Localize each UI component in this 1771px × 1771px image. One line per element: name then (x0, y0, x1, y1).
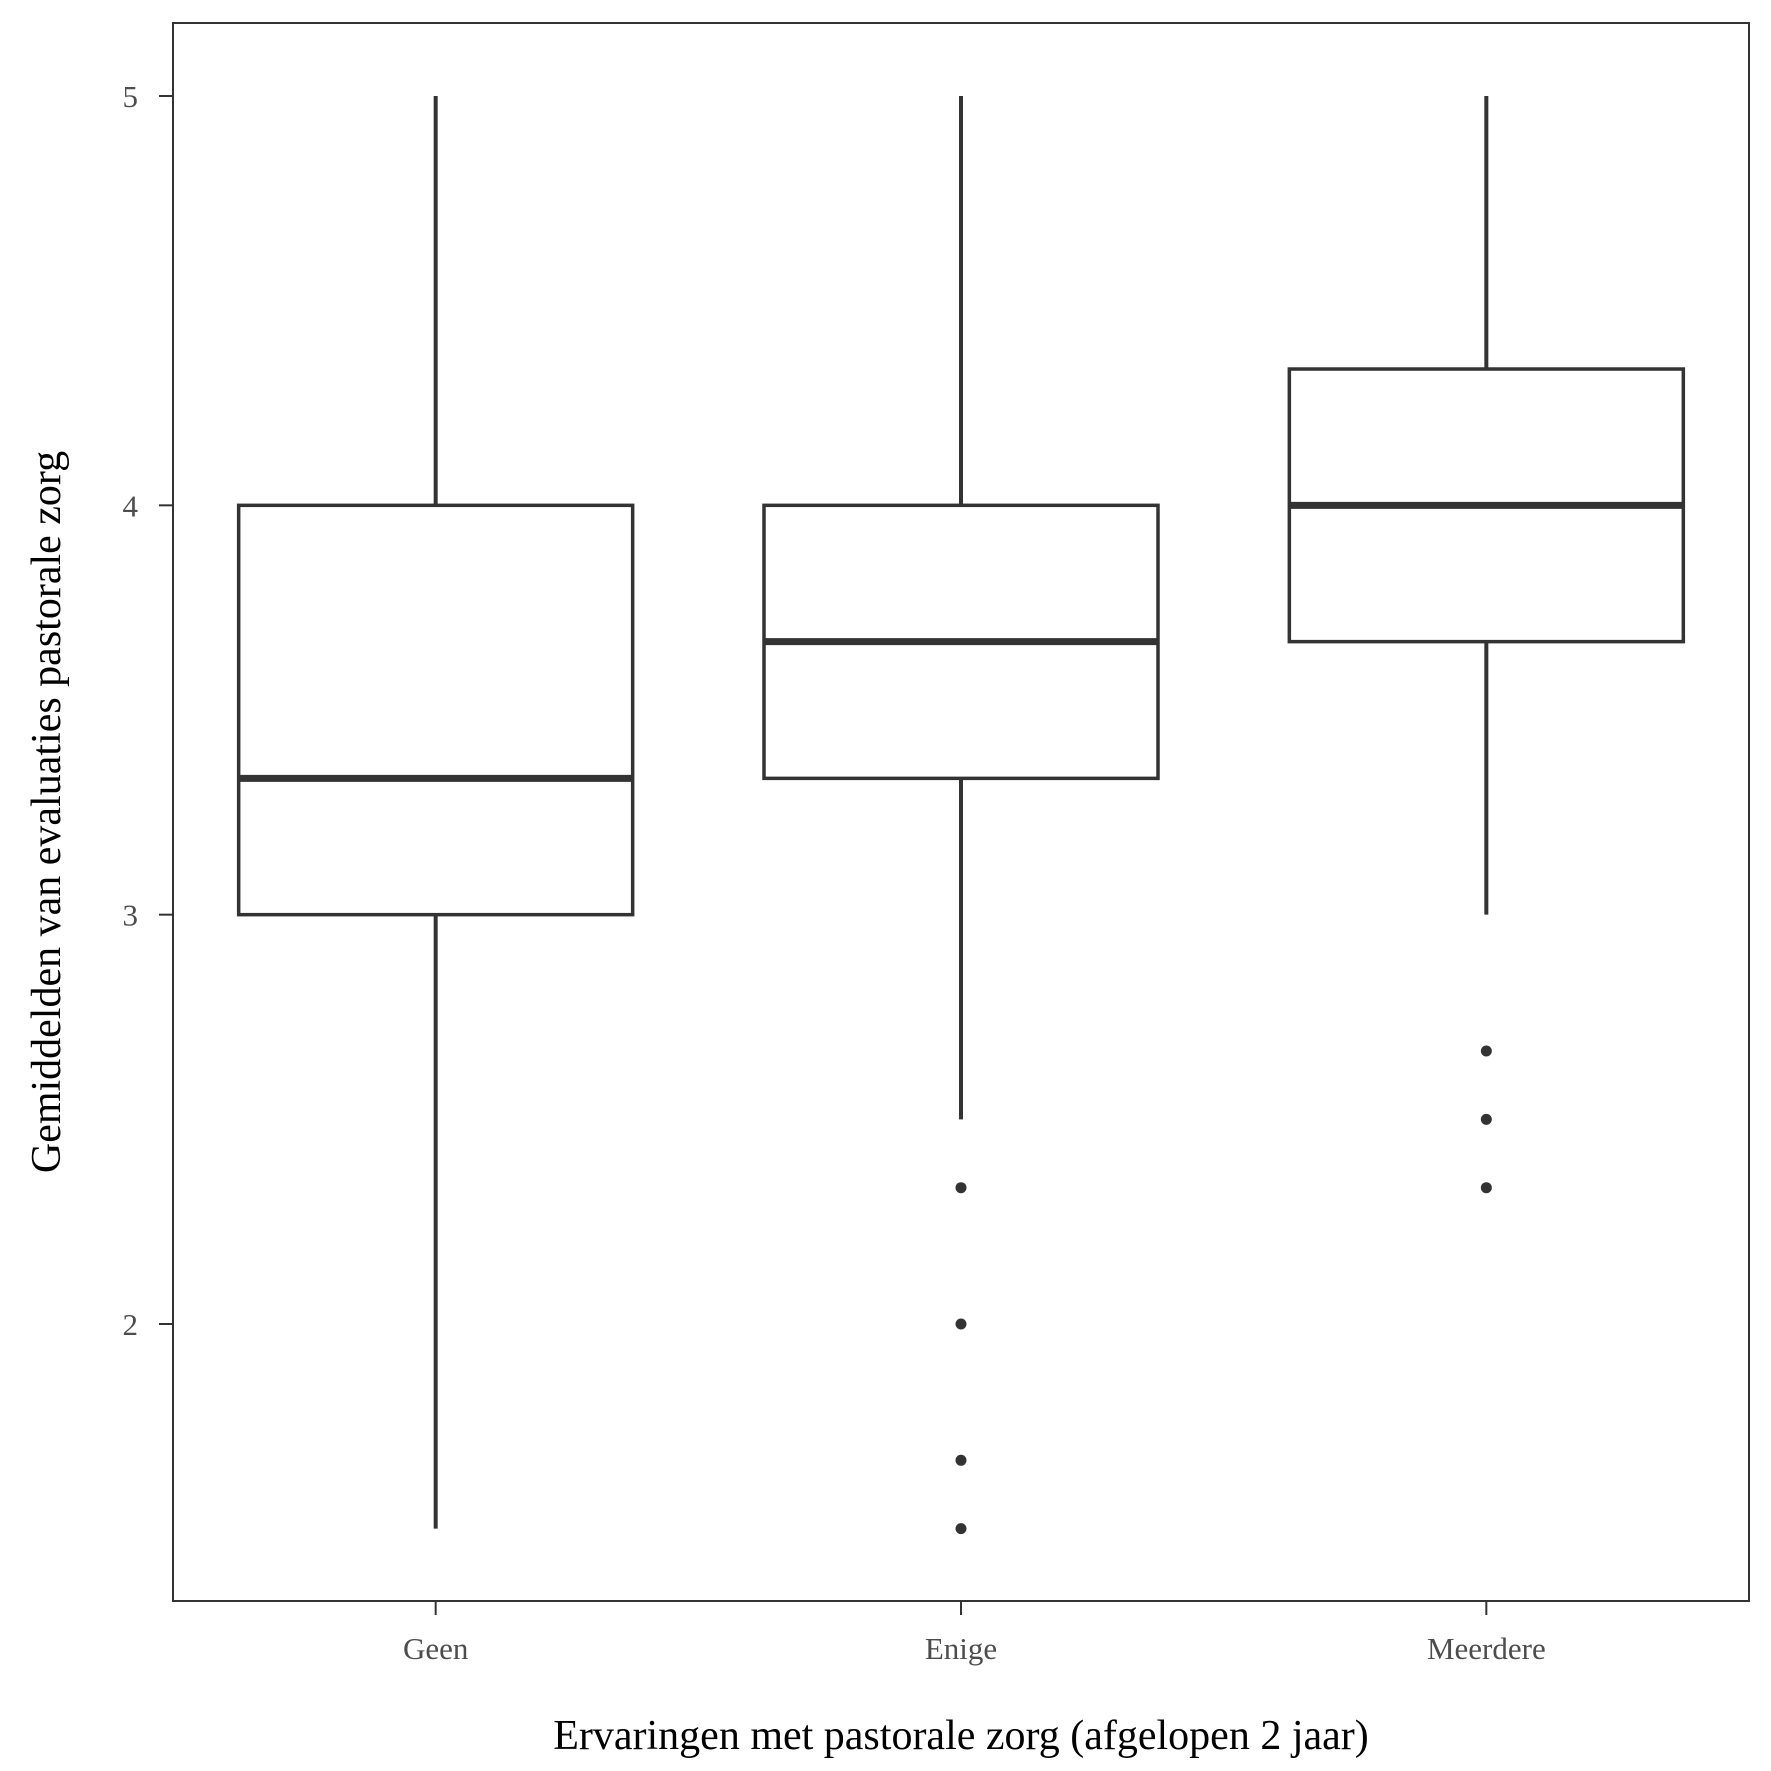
x-tick-label-geen: Geen (403, 1631, 469, 1666)
outlier-point-enige-1 (955, 1182, 967, 1194)
x-axis: Geen Enige Meerdere (403, 1601, 1546, 1666)
y-tick-label-4: 4 (123, 488, 139, 523)
box-group-geen (236, 96, 635, 1529)
y-axis-title: Gemiddelden van evaluaties pastorale zor… (24, 451, 70, 1173)
y-axis: 2 3 4 5 (123, 79, 173, 1342)
outlier-point-meerdere-2 (1480, 1113, 1492, 1125)
y-tick-label-3: 3 (123, 898, 139, 933)
outlier-point-enige-4 (955, 1523, 967, 1535)
plot-marks (236, 96, 1686, 1535)
y-tick-label-2: 2 (123, 1307, 139, 1342)
outlier-point-meerdere-1 (1480, 1045, 1492, 1057)
y-tick-label-5: 5 (123, 79, 139, 114)
x-tick-label-enige: Enige (925, 1631, 997, 1666)
outlier-point-enige-2 (955, 1318, 967, 1330)
x-axis-title: Ervaringen met pastorale zorg (afgelopen… (553, 1713, 1369, 1759)
outlier-point-meerdere-3 (1480, 1182, 1492, 1194)
box-group-meerdere (1287, 96, 1686, 1194)
box-geen (236, 503, 635, 917)
outlier-point-enige-3 (955, 1454, 967, 1466)
box-group-enige (762, 96, 1160, 1535)
x-tick-label-meerdere: Meerdere (1427, 1631, 1546, 1666)
